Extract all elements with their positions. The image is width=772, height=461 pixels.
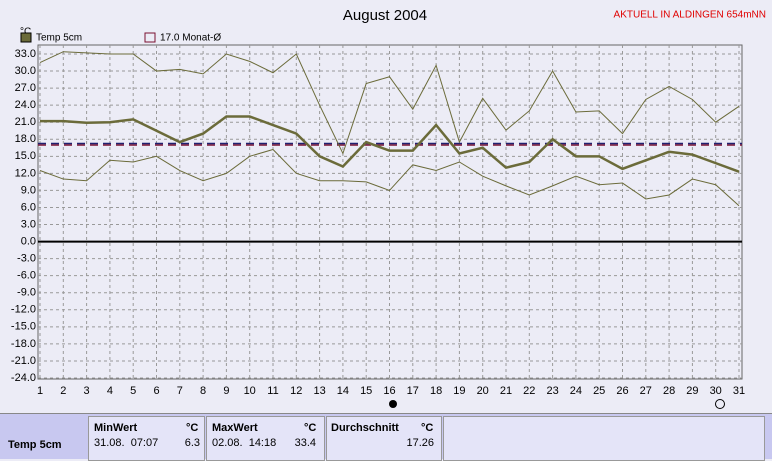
y-tick-label: -9.0 [17, 287, 36, 299]
avg-value: 17.26 [406, 437, 434, 449]
x-tick-label: 29 [686, 385, 698, 397]
y-tick-label: 6.0 [21, 201, 36, 213]
x-tick-label: 30 [710, 385, 722, 397]
x-tick-label: 21 [500, 385, 512, 397]
x-tick-label: 15 [360, 385, 372, 397]
min-line [39, 148, 740, 207]
x-tick-label: 5 [130, 385, 136, 397]
y-tick-label: 33.0 [15, 48, 36, 60]
x-tick-label: 24 [570, 385, 582, 397]
y-tick-label: -15.0 [11, 321, 36, 333]
chart: August 2004 AKTUELL IN ALDINGEN 654mNN °… [11, 7, 766, 409]
y-tick-label: -6.0 [17, 270, 36, 282]
legend-swatch [20, 32, 32, 43]
x-tick-label: 9 [223, 385, 229, 397]
y-tick-label: -12.0 [11, 304, 36, 316]
y-tick-label: 24.0 [15, 99, 36, 111]
x-tick-label: 6 [153, 385, 159, 397]
y-tick-label: 21.0 [15, 116, 36, 128]
cell-bg [443, 416, 765, 461]
row-name: Temp 5cm [8, 439, 62, 451]
x-tick-label: 13 [313, 385, 325, 397]
max-value: 33.4 [294, 437, 316, 449]
moon-new [715, 399, 725, 409]
x-tick-label: 19 [453, 385, 465, 397]
legend-swatch [144, 32, 156, 43]
x-tick-label: 12 [290, 385, 302, 397]
x-tick-label: 4 [107, 385, 113, 397]
x-tick-label: 26 [616, 385, 628, 397]
max-time: 02.08. 14:18 [212, 437, 277, 449]
x-tick-label: 14 [337, 385, 349, 397]
x-tick-label: 8 [200, 385, 206, 397]
y-tick-label: 15.0 [15, 150, 36, 162]
y-unit: °C [20, 27, 31, 38]
header: °C [186, 422, 199, 434]
station-note: AKTUELL IN ALDINGEN 654mNN [614, 10, 766, 21]
y-tick-label: -3.0 [17, 253, 36, 265]
x-tick-label: 11 [267, 385, 278, 397]
y-tick-label: 30.0 [15, 65, 36, 77]
cell-bg [206, 416, 325, 461]
x-tick-label: 7 [177, 385, 183, 397]
x-tick-label: 27 [640, 385, 652, 397]
header: Durchschnitt [331, 422, 399, 434]
x-tick-label: 31 [733, 385, 745, 397]
stats-table: MinWert °C MaxWert °C Durchschnitt °C Te… [0, 413, 772, 461]
header: MaxWert [212, 422, 258, 434]
x-tick-label: 10 [244, 385, 256, 397]
y-tick-label: 3.0 [21, 218, 36, 230]
x-tick-label: 25 [593, 385, 605, 397]
x-tick-label: 2 [60, 385, 66, 397]
cell-bg [88, 416, 205, 461]
x-tick-label: 16 [383, 385, 395, 397]
legend-label: 17.0 Monat-Ø [160, 33, 221, 44]
y-tick-label: 18.0 [15, 133, 36, 145]
header: °C [421, 422, 434, 434]
y-tick-label: 12.0 [15, 167, 36, 179]
x-tick-label: 3 [84, 385, 90, 397]
chart-title: August 2004 [343, 7, 427, 24]
header: °C [304, 422, 317, 434]
y-tick-label: 0.0 [21, 235, 36, 247]
x-tick-label: 28 [663, 385, 675, 397]
x-tick-label: 20 [477, 385, 489, 397]
x-tick-label: 17 [407, 385, 419, 397]
max-line [39, 51, 740, 155]
y-tick-label: -24.0 [11, 372, 36, 384]
y-tick-label: -18.0 [11, 338, 36, 350]
cell-bg [326, 416, 442, 461]
y-tick-label: 9.0 [21, 184, 36, 196]
x-tick-label: 18 [430, 385, 442, 397]
mean-line [40, 115, 740, 173]
x-tick-label: 23 [546, 385, 558, 397]
min-time: 31.08. 07:07 [94, 437, 159, 449]
legend-label: Temp 5cm [36, 33, 82, 44]
x-tick-label: 1 [37, 385, 43, 397]
y-tick-label: -21.0 [11, 355, 36, 367]
min-value: 6.3 [184, 437, 200, 449]
x-tick-label: 22 [523, 385, 535, 397]
moon-full [389, 400, 397, 408]
y-tick-label: 27.0 [15, 82, 36, 94]
header: MinWert [94, 422, 138, 434]
